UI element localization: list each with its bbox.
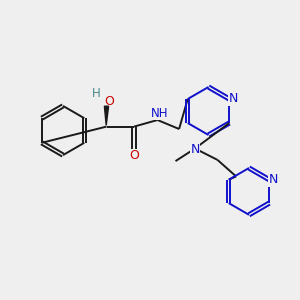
Text: O: O	[129, 149, 139, 162]
Text: NH: NH	[151, 107, 168, 120]
Text: N: N	[269, 173, 278, 186]
Text: N: N	[229, 92, 238, 106]
Text: H: H	[92, 87, 101, 100]
Text: N: N	[190, 142, 200, 156]
Text: O: O	[104, 94, 114, 108]
Polygon shape	[104, 106, 109, 125]
